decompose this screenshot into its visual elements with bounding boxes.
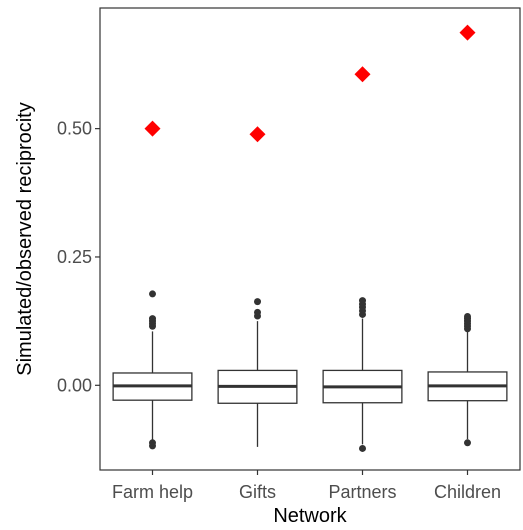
box-group [427, 313, 508, 447]
x-tick-label: Children [434, 482, 501, 502]
outlier-point [359, 444, 366, 452]
outlier-point [149, 442, 156, 450]
y-tick-label: 0.25 [57, 247, 92, 267]
observed-point [144, 120, 161, 137]
x-tick-label: Gifts [239, 482, 276, 502]
observed-point [249, 126, 266, 143]
outlier-point [359, 297, 366, 305]
y-tick-label: 0.00 [57, 375, 92, 395]
outlier-point [149, 315, 156, 323]
box-group [217, 298, 298, 447]
y-axis-title: Simulated/observed reciprocity [14, 102, 36, 375]
observed-point [459, 24, 476, 41]
outlier-point [149, 290, 156, 298]
outlier-point [254, 308, 261, 316]
box-group [112, 290, 193, 450]
box-group [322, 297, 403, 452]
box-series [112, 290, 508, 452]
y-axis: 0.00 0.25 0.50 [57, 119, 100, 395]
observed-point [354, 66, 371, 83]
outlier-point [254, 298, 261, 306]
x-axis: Farm help Gifts Partners Children [112, 470, 501, 502]
outlier-point [464, 313, 471, 321]
outlier-point [464, 439, 471, 447]
observed-series [144, 24, 476, 143]
x-tick-label: Partners [328, 482, 396, 502]
y-tick-label: 0.50 [57, 119, 92, 139]
x-tick-label: Farm help [112, 482, 193, 502]
x-axis-title: Network [273, 505, 347, 527]
